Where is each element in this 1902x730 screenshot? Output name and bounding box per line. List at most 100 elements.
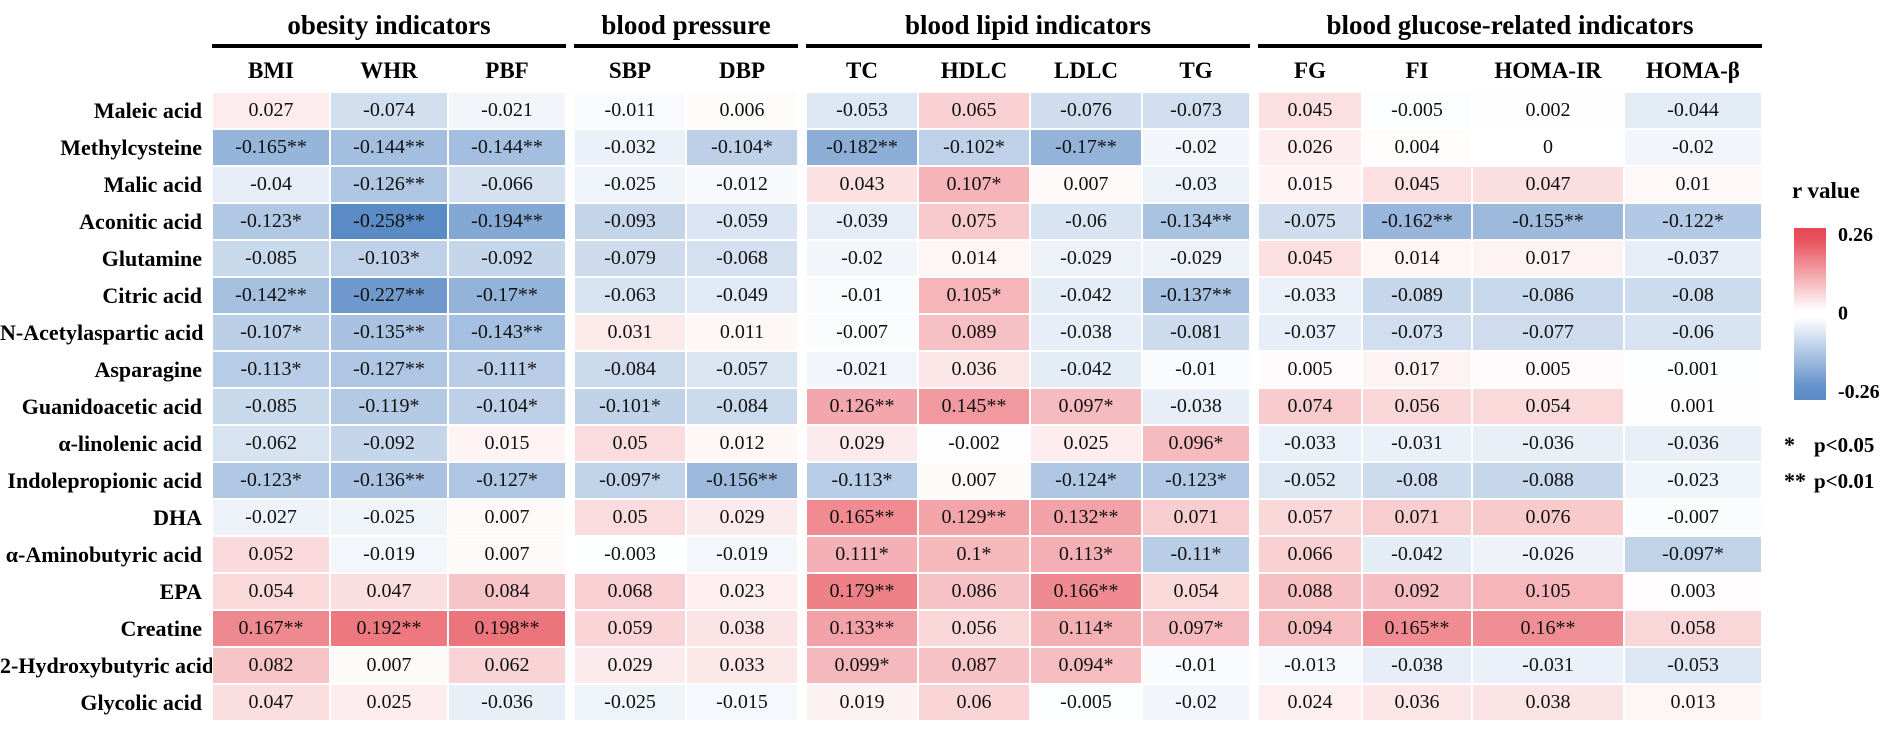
- color-scale-bar: [1794, 228, 1826, 400]
- column-header: WHR: [360, 58, 418, 83]
- scale-mid-label: 0: [1838, 302, 1848, 325]
- heatmap-cell: 0.056: [1362, 388, 1472, 425]
- column-group-4: blood glucose-related indicators: [1258, 8, 1762, 48]
- row-label: Aconitic acid: [79, 209, 202, 234]
- heatmap-cell: -0.111*: [448, 351, 566, 388]
- heatmap-cell: 0.145**: [918, 388, 1030, 425]
- heatmap-cell: 0.01: [1624, 166, 1762, 203]
- column-group-header-row: obesity indicators blood pressure blood li…: [0, 2, 1762, 48]
- heatmap-cell: 0.097*: [1030, 388, 1142, 425]
- heatmap-cell: -0.027: [212, 499, 330, 536]
- heatmap-cell: -0.042: [1362, 536, 1472, 573]
- heatmap-cell: -0.092: [448, 240, 566, 277]
- heatmap-cell: 0.011: [686, 314, 798, 351]
- heatmap-cell: 0.076: [1472, 499, 1624, 536]
- heatmap-cell: 0.033: [686, 647, 798, 684]
- heatmap-cell: -0.042: [1030, 351, 1142, 388]
- heatmap-cell: 0.047: [330, 573, 448, 610]
- heatmap-cell: 0.031: [574, 314, 686, 351]
- heatmap-cell: -0.136**: [330, 462, 448, 499]
- heatmap-cell: -0.038: [1030, 314, 1142, 351]
- heatmap-cell: 0.025: [1030, 425, 1142, 462]
- heatmap-row: Creatine 0.167** 0.192** 0.198** 0.059 0.038 0…: [0, 610, 1762, 647]
- heatmap-cell: -0.086: [1472, 277, 1624, 314]
- heatmap-cell: 0.054: [1472, 388, 1624, 425]
- heatmap-cell: -0.073: [1142, 92, 1250, 129]
- heatmap-cell: 0.088: [1258, 573, 1362, 610]
- heatmap-cell: 0.036: [1362, 684, 1472, 721]
- heatmap-cell: -0.04: [212, 166, 330, 203]
- heatmap-row: Citric acid -0.142** -0.227** -0.17** -0.063…: [0, 277, 1762, 314]
- heatmap-cell: 0.007: [448, 499, 566, 536]
- heatmap-cell: -0.02: [1142, 684, 1250, 721]
- heatmap-cell: -0.092: [330, 425, 448, 462]
- heatmap-row: α-linolenic acid -0.062 -0.092 0.015 0.05 0.0…: [0, 425, 1762, 462]
- column-group-1: obesity indicators: [212, 8, 566, 48]
- heatmap-cell: 0.038: [686, 610, 798, 647]
- heatmap-cell: -0.101*: [574, 388, 686, 425]
- heatmap-cell: 0.167**: [212, 610, 330, 647]
- heatmap-cell: -0.059: [686, 203, 798, 240]
- heatmap-cell: -0.227**: [330, 277, 448, 314]
- row-label: Methylcysteine: [60, 135, 202, 160]
- heatmap-cell: 0.065: [918, 92, 1030, 129]
- heatmap-cell: -0.085: [212, 388, 330, 425]
- heatmap-cell: -0.023: [1624, 462, 1762, 499]
- heatmap-cell: 0.092: [1362, 573, 1472, 610]
- heatmap-cell: -0.037: [1258, 314, 1362, 351]
- heatmap-cell: -0.104*: [686, 129, 798, 166]
- row-label: EPA: [159, 579, 202, 604]
- heatmap-cell: 0.003: [1624, 573, 1762, 610]
- heatmap-cell: -0.063: [574, 277, 686, 314]
- column-group-3: blood lipid indicators: [806, 8, 1250, 48]
- heatmap-row: Maleic acid 0.027 -0.074 -0.021 -0.011 0.006-…: [0, 92, 1762, 129]
- heatmap-cell: -0.019: [686, 536, 798, 573]
- heatmap-cell: -0.102*: [918, 129, 1030, 166]
- heatmap-cell: 0.012: [686, 425, 798, 462]
- heatmap-cell: 0.025: [330, 684, 448, 721]
- heatmap-cell: 0.045: [1362, 166, 1472, 203]
- heatmap-cell: 0.052: [212, 536, 330, 573]
- heatmap-cell: -0.081: [1142, 314, 1250, 351]
- heatmap-cell: -0.02: [1142, 129, 1250, 166]
- heatmap-cell: -0.011: [574, 92, 686, 129]
- row-label: Glycolic acid: [80, 690, 202, 715]
- legend-title: r value: [1792, 178, 1860, 203]
- heatmap-cell: 0.024: [1258, 684, 1362, 721]
- heatmap-cell: -0.097*: [1624, 536, 1762, 573]
- heatmap: obesity indicators blood pressure blood li…: [0, 2, 1762, 721]
- heatmap-cell: -0.021: [448, 92, 566, 129]
- heatmap-cell: -0.089: [1362, 277, 1472, 314]
- row-label: Malic acid: [103, 172, 202, 197]
- heatmap-cell: 0.068: [574, 573, 686, 610]
- heatmap-cell: -0.062: [212, 425, 330, 462]
- heatmap-cell: 0: [1472, 129, 1624, 166]
- heatmap-cell: -0.104*: [448, 388, 566, 425]
- heatmap-cell: -0.019: [330, 536, 448, 573]
- heatmap-cell: 0.017: [1362, 351, 1472, 388]
- heatmap-cell: 0.05: [574, 499, 686, 536]
- heatmap-cell: 0.107*: [918, 166, 1030, 203]
- heatmap-cell: 0.066: [1258, 536, 1362, 573]
- heatmap-cell: 0.062: [448, 647, 566, 684]
- heatmap-cell: 0.026: [1258, 129, 1362, 166]
- heatmap-cell: 0.005: [1472, 351, 1624, 388]
- row-label: DHA: [153, 505, 202, 530]
- heatmap-cell: -0.093: [574, 203, 686, 240]
- heatmap-cell: -0.068: [686, 240, 798, 277]
- heatmap-cell: 0.014: [918, 240, 1030, 277]
- column-header: DBP: [719, 58, 765, 83]
- heatmap-cell: 0.059: [574, 610, 686, 647]
- column-group-label: blood lipid indicators: [904, 10, 1152, 40]
- heatmap-cell: 0.129**: [918, 499, 1030, 536]
- heatmap-cell: 0.029: [574, 647, 686, 684]
- heatmap-cell: -0.073: [1362, 314, 1472, 351]
- heatmap-cell: -0.126**: [330, 166, 448, 203]
- heatmap-cell: 0.05: [574, 425, 686, 462]
- heatmap-cell: 0.089: [918, 314, 1030, 351]
- significance-marker: *: [1784, 432, 1795, 457]
- heatmap-cell: -0.038: [1362, 647, 1472, 684]
- heatmap-cell: -0.165**: [212, 129, 330, 166]
- heatmap-cell: -0.258**: [330, 203, 448, 240]
